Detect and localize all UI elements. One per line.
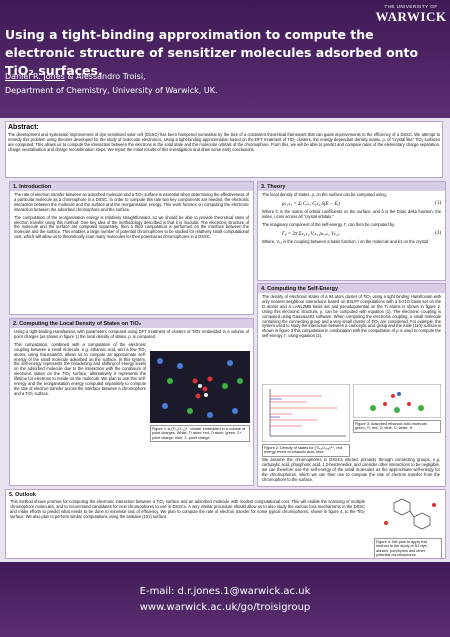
authors: Daniel R. Jones (5, 72, 65, 81)
equation: ρₖ₁ₖ₂ = Σᵢ Cᵢₖ₁ Cᵢₖ₂ δ(E − Eᵢ) (1) (282, 201, 441, 207)
paragraph: Where, Vₖ₁ is the coupling between a bas… (262, 238, 428, 244)
section-3: 3. Theory The local density of states, ρ… (257, 181, 446, 281)
paragraph: The rate of electron transfer between an… (14, 192, 249, 212)
footer: E-mail: d.r.jones.1@warwick.ac.uk www.wa… (0, 562, 450, 637)
figure-2 (262, 384, 350, 442)
abstract: Abstract: The development and systematic… (5, 121, 443, 178)
authors-line: Daniel R. Jones & Alessandro Troisi, (5, 72, 435, 81)
paragraph: We assume the chromophores in DSSCs inte… (262, 458, 440, 482)
figure-3 (353, 384, 441, 418)
figure-caption: Figure 1: A (Ti₁₀O₃₀)⁴⁻ cluster embedded… (150, 425, 250, 443)
section-4: 4. Computing the Self-Energy The density… (257, 283, 446, 487)
equation: Γᵢⱼ = 2π Σₖ₁ₖ₂ Vᵢₖ₁ ρₖ₁ₖ₂ Vₖ₂ⱼ (2) (282, 231, 441, 237)
figure-1 (150, 351, 250, 423)
section-1: 1. Introduction The rate of electron tra… (9, 181, 254, 315)
paragraph: Using a tight-binding Hamiltonian, with … (14, 329, 249, 339)
section-heading: 3. Theory (258, 182, 445, 191)
equation-number: (1) (435, 200, 441, 206)
header: THE UNIVERSITY OF WARWICK Using a tight-… (0, 0, 450, 118)
paragraph: Where C is the matrix of orbital coeffic… (262, 208, 441, 219)
section-5: 5. Outlook This method shows promise for… (5, 489, 446, 559)
figure-4 (374, 493, 442, 537)
equation-body: Γᵢⱼ = 2π Σₖ₁ₖ₂ Vᵢₖ₁ ρₖ₁ₖ₂ Vₖ₂ⱼ (282, 231, 339, 237)
section-2: 2. Computing the Local Density of States… (9, 318, 254, 486)
logo-top: THE UNIVERSITY OF (384, 4, 438, 9)
url: www.warwick.ac.uk/go/troisigroup (139, 602, 311, 613)
paragraph-wrap: We assume the chromophores in DSSCs inte… (262, 458, 440, 486)
section-heading: 4. Computing the Self-Energy (258, 284, 445, 293)
figure-caption: Figure 3: Adsorbed ethanoic acid molecul… (353, 420, 441, 433)
logo-main: WARWICK (375, 9, 447, 24)
paragraph: The imaginary component of the self-ener… (262, 221, 395, 227)
paragraph: This method shows promise for computing … (10, 499, 365, 519)
abstract-heading: Abstract: (8, 124, 39, 131)
figure-caption: Figure 2: Density of states for (Ti₉₄O₁₈… (262, 444, 350, 457)
email: E-mail: d.r.jones.1@warwick.ac.uk (139, 586, 311, 597)
paragraph: The local density of states, ρ, on the s… (262, 192, 387, 197)
logo: THE UNIVERSITY OF WARWICK (375, 4, 447, 25)
authors-rest: & Alessandro Troisi, (64, 72, 146, 81)
figure-caption: Figure 4: We plan to apply this method t… (374, 538, 442, 558)
section-heading: 1. Introduction (10, 182, 253, 191)
affiliation: Department of Chemistry, University of W… (5, 86, 218, 95)
paragraph: The density of electronic states of a 94… (262, 294, 441, 339)
section-heading: 2. Computing the Local Density of States… (10, 319, 253, 328)
abstract-text: The development and systematic improveme… (8, 132, 440, 152)
equation-number: (2) (435, 230, 441, 236)
section-heading: 5. Outlook (9, 491, 36, 498)
equation-body: ρₖ₁ₖ₂ = Σᵢ Cᵢₖ₁ Cᵢₖ₂ δ(E − Eᵢ) (282, 201, 340, 207)
paragraph: The computation of the reorganisation en… (14, 214, 249, 240)
title: Using a tight-binding approximation to c… (5, 27, 419, 79)
paragraph: This computation, combined with a comput… (14, 341, 146, 396)
